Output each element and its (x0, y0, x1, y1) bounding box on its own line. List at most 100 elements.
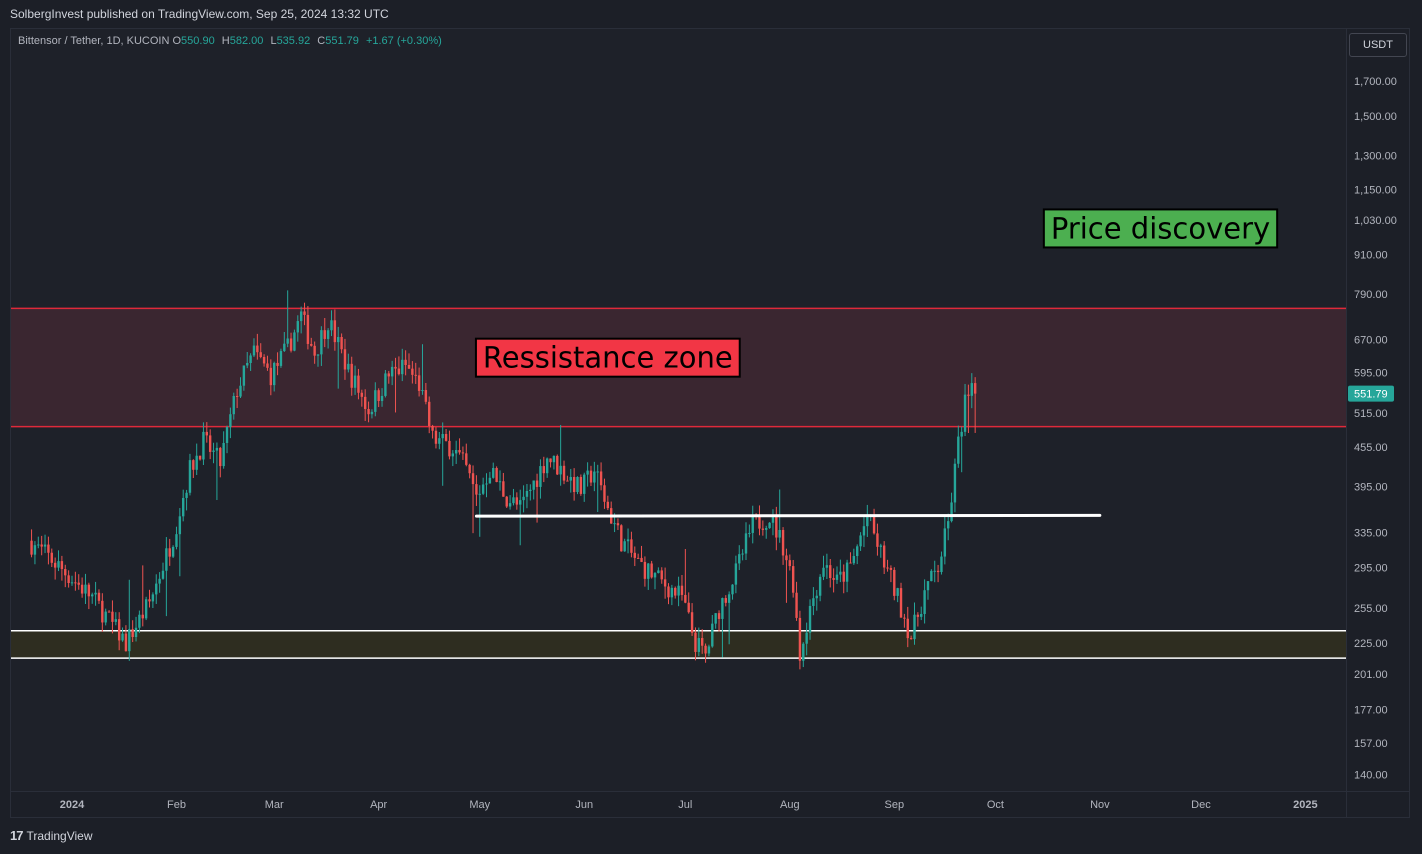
candle (363, 389, 367, 421)
candles[interactable] (30, 290, 977, 670)
footer-brand[interactable]: TradingView (26, 828, 93, 843)
candle (451, 450, 455, 467)
candle (390, 360, 394, 386)
currency-button[interactable]: USDT (1349, 33, 1407, 57)
resistance-zone-label-box[interactable] (474, 337, 741, 378)
candle (242, 365, 246, 391)
candle-body (333, 320, 337, 343)
candle (60, 555, 64, 581)
candle-body (508, 503, 512, 507)
resistance-zone-label[interactable]: Ressistance zone (483, 341, 733, 375)
support-zone[interactable] (11, 630, 1346, 659)
candle (269, 359, 273, 396)
candle-body (798, 617, 802, 661)
candle (535, 473, 539, 523)
price-discovery-label-box[interactable] (1042, 208, 1279, 249)
candle-body (751, 514, 754, 533)
candle (569, 468, 572, 493)
candle-body (158, 578, 161, 584)
candle (630, 531, 633, 558)
horizontal-trend-line[interactable] (474, 513, 1102, 518)
candle (431, 424, 434, 439)
candle-body (175, 534, 178, 547)
candle (970, 373, 973, 409)
candle (401, 348, 404, 382)
candle-body (185, 492, 188, 498)
candle-body (771, 515, 775, 523)
candle (953, 458, 957, 513)
candle-body (778, 529, 781, 538)
candle-body (202, 431, 205, 460)
candle (360, 389, 364, 407)
candle-body (117, 619, 121, 641)
candle-body (852, 556, 856, 564)
candle-body (421, 390, 424, 392)
candle-body (57, 561, 60, 568)
candle-body (326, 330, 330, 339)
candle-body (781, 529, 785, 556)
candle-body (299, 311, 303, 322)
candle-body (205, 431, 208, 436)
candle-body (542, 466, 545, 474)
candle-body (219, 447, 222, 467)
close-label: C (317, 35, 326, 47)
candle-body (387, 373, 390, 377)
candle-body (529, 489, 532, 492)
candle (734, 555, 738, 594)
candle-body (768, 522, 771, 529)
candle-body (572, 477, 576, 493)
candle (815, 589, 818, 611)
candle (572, 468, 576, 501)
candle-body (953, 463, 957, 503)
candle (684, 549, 687, 604)
candle-body (660, 570, 663, 580)
candle-body (343, 349, 347, 370)
candle (111, 600, 114, 634)
candle (441, 422, 444, 486)
candle (208, 429, 212, 460)
candle-body (77, 582, 80, 585)
candle (212, 442, 215, 464)
candle (640, 545, 643, 563)
candle (589, 465, 593, 487)
candle (856, 544, 859, 565)
candle (889, 565, 893, 583)
chart-frame[interactable] (10, 28, 1410, 818)
candle-body (815, 595, 818, 599)
candle-body (192, 460, 195, 470)
candle-body (616, 523, 620, 526)
price-discovery-label[interactable]: Price discovery (1051, 211, 1270, 245)
candle (923, 579, 926, 624)
candle (70, 575, 74, 586)
candle-body (515, 497, 519, 505)
candle-body (512, 497, 515, 504)
candle (896, 587, 899, 603)
candle (805, 622, 808, 656)
candle-body (407, 364, 411, 369)
candle-body (114, 619, 118, 622)
candle (47, 536, 50, 565)
candle-body (606, 501, 610, 509)
candle-body (569, 477, 572, 481)
candle (761, 520, 765, 536)
candle-body (370, 411, 374, 415)
candle-body (636, 557, 640, 559)
candle (252, 338, 256, 358)
candle-body (653, 573, 657, 578)
candle (94, 581, 97, 606)
candle (192, 459, 195, 478)
candle (411, 361, 414, 384)
candle-body (785, 555, 788, 561)
candle-body (647, 563, 650, 579)
candle-body (579, 476, 583, 494)
candle-body (640, 557, 643, 562)
candle-body (249, 355, 252, 364)
candle (623, 538, 626, 552)
symbol-title[interactable]: Bittensor / Tether, 1D, KUCOIN (18, 35, 170, 47)
x-tick-label: Dec (1191, 799, 1211, 811)
y-tick-label: 225.00 (1354, 638, 1388, 650)
candle (529, 484, 532, 501)
candle-body (380, 395, 384, 402)
candle-body (306, 314, 310, 344)
